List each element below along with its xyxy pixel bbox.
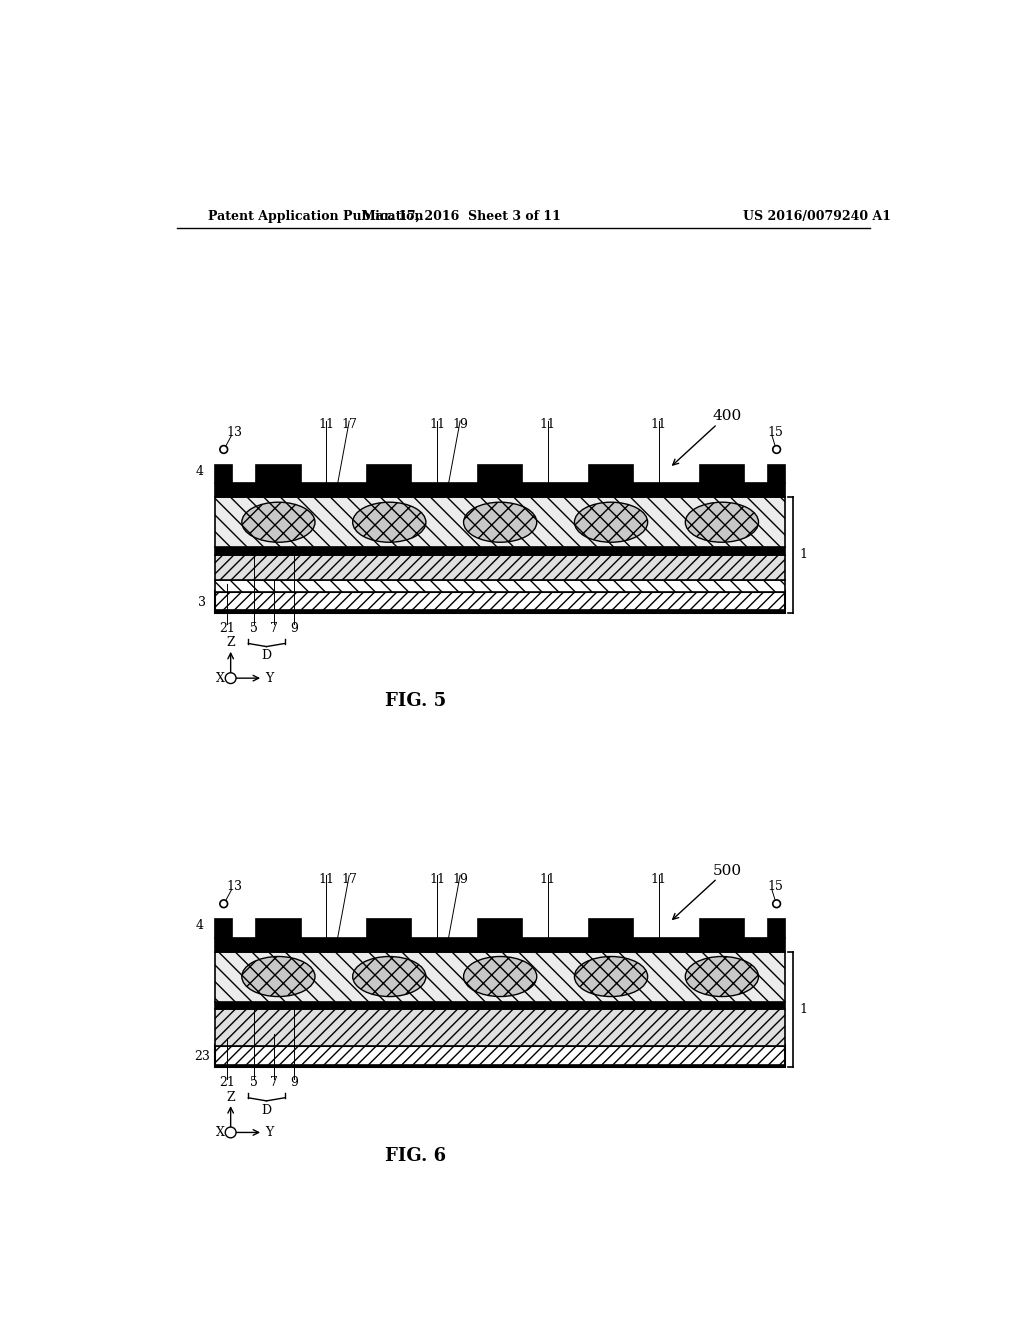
Text: 13: 13 — [226, 880, 243, 894]
Bar — [478, 465, 522, 483]
Bar — [256, 465, 301, 483]
Bar — [215, 465, 232, 483]
Text: -: - — [775, 445, 778, 454]
Bar — [215, 590, 785, 591]
Text: Z: Z — [226, 636, 234, 649]
Ellipse shape — [685, 502, 759, 543]
Ellipse shape — [464, 957, 537, 997]
Circle shape — [773, 900, 780, 908]
Text: FIG. 6: FIG. 6 — [385, 1147, 446, 1164]
Text: 11: 11 — [318, 418, 334, 432]
Bar — [699, 919, 744, 937]
Text: 13: 13 — [226, 426, 243, 440]
Text: 4: 4 — [196, 465, 204, 478]
Bar — [215, 591, 785, 612]
Text: 21: 21 — [219, 622, 234, 635]
Text: 11: 11 — [429, 418, 445, 432]
Ellipse shape — [685, 957, 759, 997]
Bar — [215, 1044, 785, 1047]
Text: 19: 19 — [453, 418, 468, 432]
Text: D: D — [261, 1104, 271, 1117]
Text: 7: 7 — [270, 1076, 278, 1089]
Text: FIG. 5: FIG. 5 — [385, 692, 446, 710]
Text: D: D — [261, 649, 271, 663]
Text: 500: 500 — [713, 863, 741, 878]
Text: +: + — [219, 899, 228, 908]
Text: 7: 7 — [270, 622, 278, 635]
Circle shape — [220, 900, 227, 908]
Bar — [768, 465, 785, 483]
Text: Y: Y — [265, 1126, 273, 1139]
Bar — [699, 465, 744, 483]
Text: 11: 11 — [651, 418, 667, 432]
Text: 400: 400 — [713, 409, 742, 424]
Text: 15: 15 — [767, 426, 783, 440]
Text: -: - — [775, 899, 778, 908]
Bar — [215, 1047, 785, 1067]
Text: 5: 5 — [250, 622, 258, 635]
Text: X: X — [215, 672, 224, 685]
Text: 9: 9 — [290, 1076, 298, 1089]
Text: +: + — [219, 445, 228, 454]
Text: 11: 11 — [540, 418, 556, 432]
Circle shape — [773, 446, 780, 453]
Text: 17: 17 — [341, 873, 357, 886]
Text: 11: 11 — [429, 873, 445, 886]
Text: Mar. 17, 2016  Sheet 3 of 11: Mar. 17, 2016 Sheet 3 of 11 — [362, 210, 561, 223]
Bar — [478, 919, 522, 937]
Text: Patent Application Publication: Patent Application Publication — [208, 210, 423, 223]
Bar — [215, 919, 232, 937]
Text: 15: 15 — [767, 880, 783, 894]
Bar — [768, 919, 785, 937]
Ellipse shape — [242, 502, 315, 543]
Bar — [215, 1010, 785, 1047]
Text: 9: 9 — [290, 622, 298, 635]
Text: Z: Z — [226, 1090, 234, 1104]
Circle shape — [220, 446, 227, 453]
Text: 23: 23 — [195, 1051, 210, 1064]
Text: Y: Y — [265, 672, 273, 685]
Bar — [215, 952, 785, 1002]
Ellipse shape — [574, 502, 647, 543]
Text: 5: 5 — [250, 1076, 258, 1089]
Bar — [215, 1002, 785, 1010]
Bar — [215, 610, 785, 612]
Text: X: X — [215, 1126, 224, 1139]
Text: 11: 11 — [318, 873, 334, 886]
Ellipse shape — [242, 957, 315, 997]
Text: 1: 1 — [800, 1003, 808, 1016]
Bar — [367, 465, 412, 483]
Text: 17: 17 — [341, 418, 357, 432]
Bar — [589, 919, 633, 937]
Bar — [215, 548, 785, 554]
Text: 21: 21 — [219, 1076, 234, 1089]
Text: 11: 11 — [540, 873, 556, 886]
Bar — [589, 465, 633, 483]
Text: 4: 4 — [196, 919, 204, 932]
Text: 1: 1 — [800, 548, 808, 561]
Bar — [256, 919, 301, 937]
Ellipse shape — [574, 957, 647, 997]
Circle shape — [225, 673, 237, 684]
Ellipse shape — [464, 502, 537, 543]
Bar — [367, 919, 412, 937]
Bar — [215, 483, 785, 498]
Text: 11: 11 — [651, 873, 667, 886]
Circle shape — [225, 1127, 237, 1138]
Text: 3: 3 — [199, 597, 206, 610]
Bar — [215, 498, 785, 548]
Bar — [215, 581, 785, 591]
Ellipse shape — [352, 502, 426, 543]
Text: 19: 19 — [453, 873, 468, 886]
Bar — [215, 554, 785, 581]
Bar — [215, 1065, 785, 1067]
Ellipse shape — [352, 957, 426, 997]
Text: US 2016/0079240 A1: US 2016/0079240 A1 — [742, 210, 891, 223]
Bar — [215, 937, 785, 952]
